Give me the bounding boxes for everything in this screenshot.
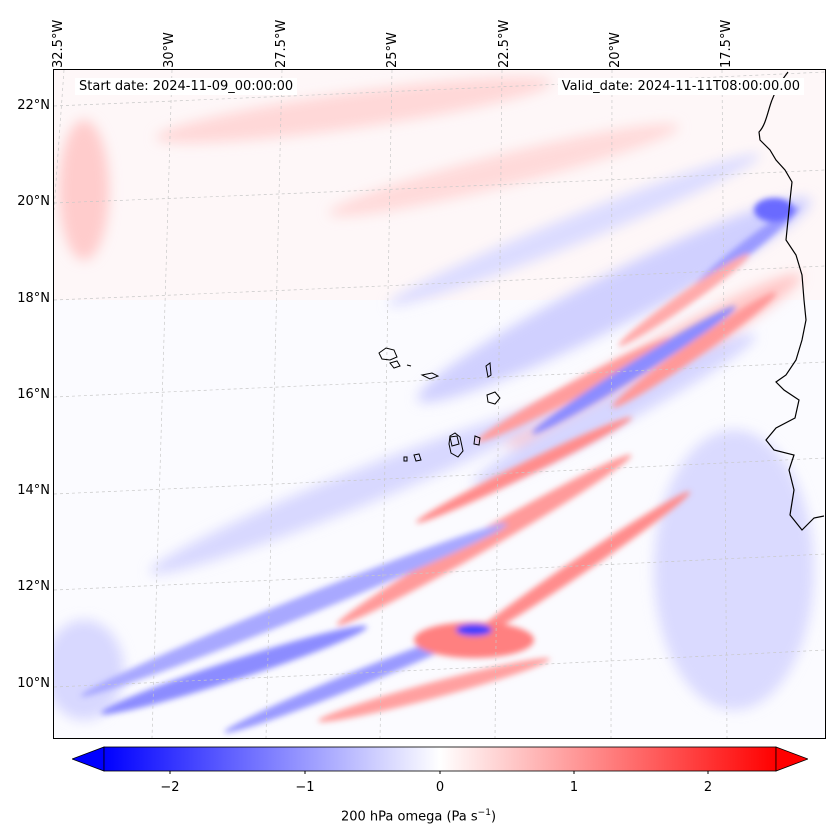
lon-label-text: 25°W	[385, 32, 400, 68]
lon-label-17-5w: 17.5°W	[719, 8, 740, 68]
omega-field-map	[54, 70, 825, 738]
colorbar-gradient	[103, 746, 777, 772]
colorbar-max-arrow	[775, 746, 808, 772]
colorbar-label-text: 200 hPa omega (Pa s	[340, 809, 478, 825]
colorbar-tick-label: 0	[435, 780, 445, 795]
lon-label-25w: 25°W	[385, 8, 406, 68]
colorbar-label-exponent: −1	[477, 808, 491, 818]
lat-label-18n: 18°N	[17, 291, 50, 306]
map-panel[interactable]	[53, 69, 826, 739]
gridlines	[54, 70, 825, 738]
lat-label-22n: 22°N	[17, 98, 50, 113]
lon-label-22-5w: 22.5°W	[497, 8, 518, 68]
lon-label-text: 20°W	[608, 32, 623, 68]
omega-bands	[80, 198, 800, 733]
colorbar-label-suffix: )	[490, 809, 497, 825]
colorbar	[72, 746, 808, 774]
colorbar-tick-label: −1	[295, 780, 315, 795]
lon-label-32-5w: 32.5°W	[51, 8, 72, 68]
lon-label-text: 17.5°W	[719, 19, 734, 68]
lon-label-text: 30°W	[162, 32, 177, 68]
lon-label-text: 22.5°W	[497, 19, 512, 68]
colorbar-tick-label: 1	[569, 780, 579, 795]
lon-label-30w: 30°W	[162, 8, 183, 68]
lon-label-text: 32.5°W	[51, 19, 66, 68]
lon-label-27-5w: 27.5°W	[274, 8, 295, 68]
lat-label-20n: 20°N	[17, 194, 50, 209]
lat-label-10n: 10°N	[17, 676, 50, 691]
lat-label-16n: 16°N	[17, 387, 50, 402]
colorbar-tick-label: 2	[703, 780, 713, 795]
colorbar-min-arrow	[72, 746, 105, 772]
colorbar-label: 200 hPa omega (Pa s−1)	[0, 808, 837, 824]
cape-verde-islands	[378, 347, 501, 462]
lon-label-text: 27.5°W	[274, 19, 289, 68]
lat-label-14n: 14°N	[17, 483, 50, 498]
valid-date-label: Valid_date: 2024-11-11T08:00:00.00	[557, 78, 804, 95]
colorbar-tick-label: −2	[160, 780, 180, 795]
start-date-label: Start date: 2024-11-09_00:00:00	[75, 78, 298, 95]
lon-label-20w: 20°W	[608, 8, 629, 68]
lat-label-12n: 12°N	[17, 579, 50, 594]
